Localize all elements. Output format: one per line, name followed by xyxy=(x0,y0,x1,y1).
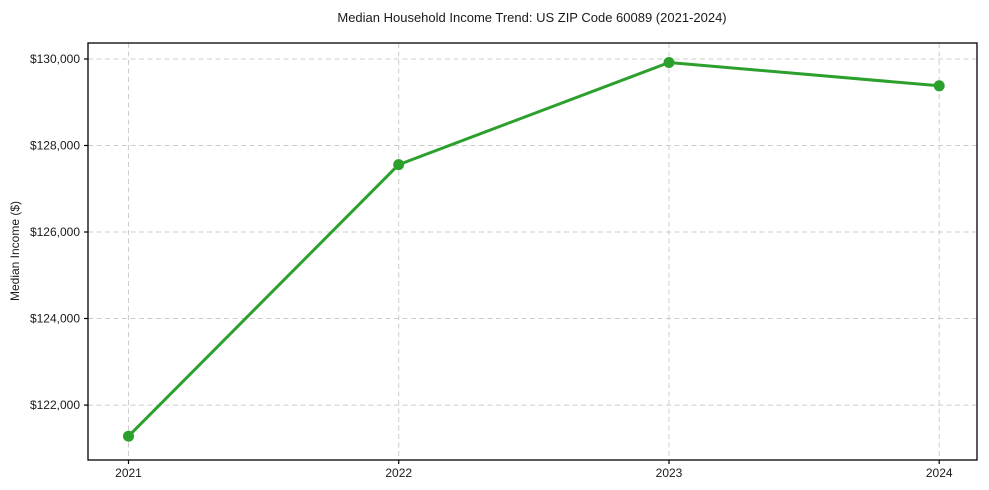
x-tick-label: 2022 xyxy=(385,466,412,480)
y-tick-label: $126,000 xyxy=(30,225,80,239)
plot-frame xyxy=(87,42,978,461)
y-tick-label: $124,000 xyxy=(30,312,80,326)
x-tick-label: 2023 xyxy=(656,466,683,480)
data-point xyxy=(393,159,405,171)
trend-line xyxy=(127,61,941,438)
data-point xyxy=(123,430,134,442)
x-tick-label: 2021 xyxy=(115,466,142,480)
x-tick-label: 2024 xyxy=(926,466,953,480)
data-point xyxy=(933,80,945,92)
y-tick-label: $128,000 xyxy=(30,139,80,153)
chart-title: Median Household Income Trend: US ZIP Co… xyxy=(337,10,726,25)
y-tick-label: $122,000 xyxy=(30,398,80,412)
y-axis-title: Median Income ($) xyxy=(8,201,22,301)
y-tick-label: $130,000 xyxy=(30,52,80,66)
data-point xyxy=(663,57,675,68)
